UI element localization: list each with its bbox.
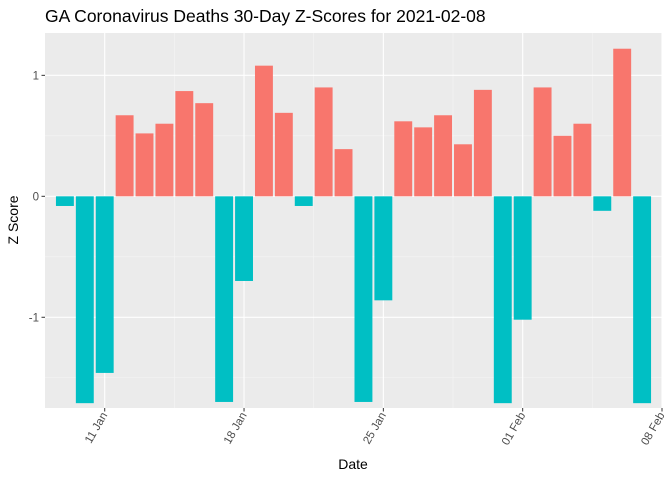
bar-positive (533, 87, 552, 197)
bar-negative (55, 196, 74, 206)
bar-positive (254, 65, 273, 197)
bar-positive (394, 121, 413, 197)
bar-positive (613, 48, 632, 197)
x-tick-label: 18 Jan (222, 411, 250, 447)
bar-positive (434, 115, 453, 197)
bar-positive (454, 144, 472, 197)
bar-positive (334, 149, 353, 197)
bar-positive (135, 133, 154, 197)
y-axis-title: Z Score (5, 195, 21, 244)
bar-positive (175, 91, 194, 197)
y-axis: 1 0 -1 (29, 70, 45, 324)
bars (55, 48, 652, 404)
bar-positive (414, 127, 433, 197)
x-axis-title: Date (338, 456, 368, 472)
y-tick-label: -1 (29, 312, 39, 324)
bar-negative (75, 196, 94, 404)
bar-positive (155, 123, 174, 197)
x-tick-label: 08 Feb (639, 411, 667, 448)
y-tick-label: 0 (33, 191, 39, 203)
plot-panel (45, 33, 662, 408)
bar-negative (354, 196, 373, 402)
bar-positive (274, 112, 293, 197)
bar-negative (374, 196, 393, 301)
x-axis: 11 Jan 18 Jan 25 Jan 01 Feb 08 Feb (83, 408, 668, 448)
bar-negative (95, 196, 114, 373)
x-tick-label: 25 Jan (361, 411, 389, 447)
bar-positive (473, 89, 492, 197)
bar-positive (314, 87, 333, 197)
bar-negative (593, 196, 612, 211)
bar-negative (493, 196, 512, 404)
bar-positive (195, 103, 214, 197)
bar-positive (553, 135, 572, 197)
bar-negative (633, 196, 652, 404)
bar-positive (573, 123, 592, 197)
bar-positive (115, 115, 134, 197)
x-tick-label: 11 Jan (83, 411, 110, 446)
x-tick-label: 01 Feb (500, 411, 528, 448)
chart-title: GA Coronavirus Deaths 30-Day Z-Scores fo… (45, 6, 486, 26)
bar-negative (513, 196, 532, 320)
bar-negative (215, 196, 234, 402)
bar-negative (235, 196, 253, 281)
y-tick-label: 1 (33, 70, 39, 82)
bar-negative (294, 196, 313, 206)
